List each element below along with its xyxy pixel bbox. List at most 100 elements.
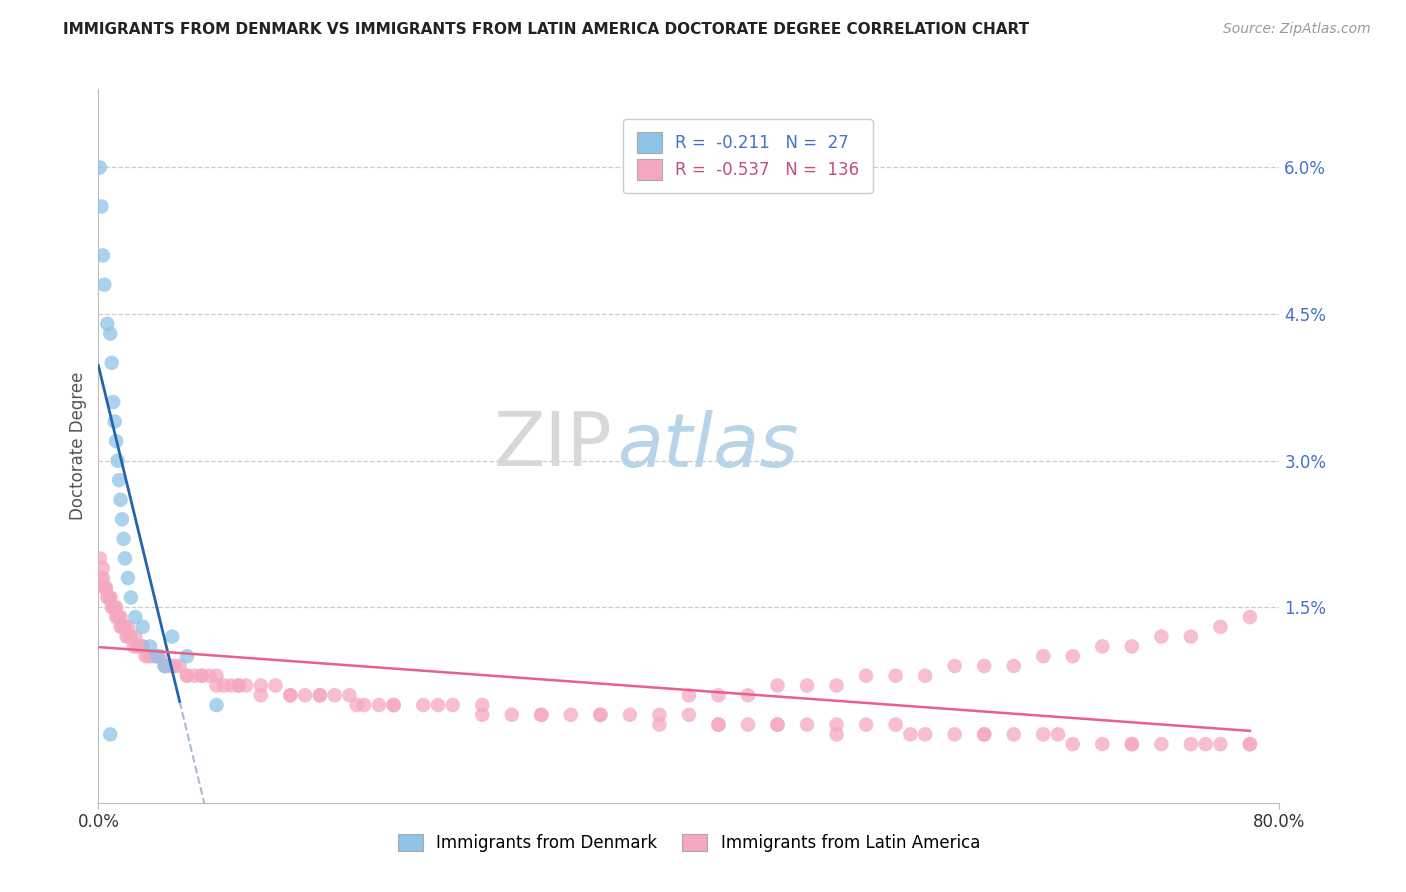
Point — [98, 326, 121, 341]
Point — [107, 453, 129, 467]
Point — [108, 473, 131, 487]
Point — [1091, 640, 1114, 654]
Point — [117, 571, 139, 585]
Point — [110, 492, 132, 507]
Point — [205, 698, 228, 712]
Point — [368, 698, 391, 712]
Point — [120, 591, 142, 605]
Point — [707, 717, 730, 731]
Point — [111, 512, 134, 526]
Point — [1062, 737, 1084, 751]
Point — [1209, 620, 1232, 634]
Point — [766, 717, 789, 731]
Point — [796, 717, 818, 731]
Point — [205, 678, 228, 692]
Point — [105, 610, 128, 624]
Point — [1002, 659, 1025, 673]
Point — [309, 688, 332, 702]
Point — [825, 678, 848, 692]
Point — [339, 688, 361, 702]
Point — [176, 649, 198, 664]
Point — [191, 669, 214, 683]
Point — [212, 678, 235, 692]
Text: ZIP: ZIP — [494, 409, 612, 483]
Point — [128, 640, 150, 654]
Point — [737, 688, 759, 702]
Point — [89, 551, 111, 566]
Point — [943, 727, 966, 741]
Point — [382, 698, 405, 712]
Point — [766, 717, 789, 731]
Point — [91, 248, 114, 262]
Y-axis label: Doctorate Degree: Doctorate Degree — [69, 372, 87, 520]
Point — [149, 649, 172, 664]
Point — [1121, 640, 1143, 654]
Point — [589, 707, 612, 722]
Point — [228, 678, 250, 692]
Point — [1150, 630, 1173, 644]
Point — [678, 688, 700, 702]
Point — [1239, 737, 1261, 751]
Point — [104, 415, 127, 429]
Point — [162, 630, 183, 644]
Point — [108, 610, 131, 624]
Point — [309, 688, 332, 702]
Point — [707, 717, 730, 731]
Point — [103, 600, 125, 615]
Point — [221, 678, 243, 692]
Point — [91, 571, 114, 585]
Point — [914, 727, 936, 741]
Point — [294, 688, 316, 702]
Point — [1180, 737, 1202, 751]
Point — [169, 659, 191, 673]
Point — [98, 591, 121, 605]
Text: atlas: atlas — [619, 410, 800, 482]
Point — [114, 551, 136, 566]
Point — [441, 698, 464, 712]
Point — [228, 678, 250, 692]
Point — [648, 707, 671, 722]
Point — [412, 698, 434, 712]
Point — [560, 707, 582, 722]
Point — [114, 620, 136, 634]
Point — [90, 200, 112, 214]
Point — [855, 669, 877, 683]
Point — [884, 669, 907, 683]
Point — [501, 707, 523, 722]
Point — [112, 532, 135, 546]
Point — [471, 698, 494, 712]
Point — [471, 707, 494, 722]
Point — [132, 640, 155, 654]
Point — [153, 659, 176, 673]
Point — [125, 640, 148, 654]
Point — [900, 727, 922, 741]
Point — [122, 640, 145, 654]
Point — [1046, 727, 1070, 741]
Point — [162, 659, 183, 673]
Point — [1121, 737, 1143, 751]
Point — [165, 659, 187, 673]
Point — [96, 591, 118, 605]
Point — [112, 620, 135, 634]
Point — [93, 581, 115, 595]
Text: Source: ZipAtlas.com: Source: ZipAtlas.com — [1223, 22, 1371, 37]
Point — [100, 356, 122, 370]
Point — [280, 688, 302, 702]
Point — [973, 727, 995, 741]
Point — [94, 581, 117, 595]
Point — [124, 630, 146, 644]
Point — [280, 688, 302, 702]
Point — [132, 620, 155, 634]
Point — [146, 649, 169, 664]
Point — [825, 727, 848, 741]
Point — [346, 698, 368, 712]
Legend: Immigrants from Denmark, Immigrants from Latin America: Immigrants from Denmark, Immigrants from… — [391, 827, 987, 859]
Point — [176, 669, 198, 683]
Point — [1195, 737, 1218, 751]
Point — [707, 688, 730, 702]
Point — [427, 698, 450, 712]
Point — [120, 630, 142, 644]
Point — [264, 678, 287, 692]
Point — [107, 610, 129, 624]
Point — [91, 561, 114, 575]
